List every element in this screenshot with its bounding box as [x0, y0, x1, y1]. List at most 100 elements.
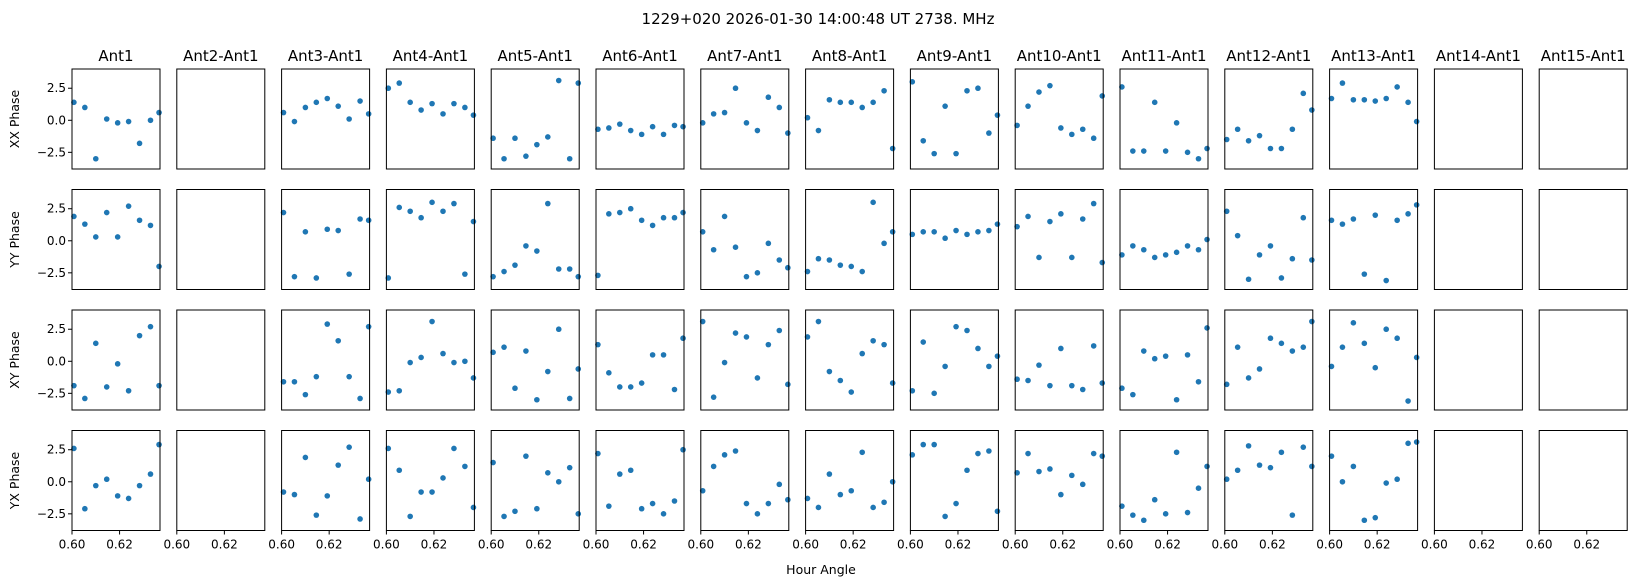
data-point — [440, 475, 446, 481]
data-point — [324, 321, 331, 327]
data-point — [1413, 202, 1420, 208]
data-point — [407, 359, 413, 366]
row-label: YY Phase — [7, 211, 22, 269]
data-point — [462, 271, 468, 277]
data-point — [1300, 444, 1307, 450]
data-point — [1413, 118, 1420, 125]
data-point — [470, 504, 477, 511]
data-point — [575, 366, 582, 372]
data-point — [1394, 476, 1400, 483]
subplot-panel — [1433, 309, 1523, 411]
figure-title: 1229+020 2026-01-30 14:00:48 UT 2738. MH… — [642, 10, 995, 28]
data-point — [1256, 462, 1263, 468]
subplot-panel: 0.60 0.62 — [163, 430, 266, 552]
data-point — [710, 111, 717, 117]
subplot-frame — [1119, 189, 1209, 290]
data-point — [859, 268, 866, 275]
x-tick-label: 0.60 — [268, 538, 295, 552]
data-point — [1278, 145, 1285, 152]
data-point — [606, 503, 612, 509]
data-point — [1383, 480, 1390, 486]
data-point — [953, 500, 959, 507]
x-tick-label: 0.60 — [792, 538, 819, 552]
x-tick-label: 0.60 — [1316, 538, 1343, 552]
data-point — [964, 231, 970, 238]
data-point — [1090, 450, 1097, 457]
data-point — [975, 85, 981, 92]
data-point — [501, 268, 507, 275]
data-point — [418, 107, 424, 113]
subplot-panel: 2.5 0.0 −2.5 — [37, 309, 162, 411]
data-point — [1361, 340, 1368, 347]
subplot-frame — [71, 68, 161, 170]
subplot-frame — [595, 189, 685, 290]
data-point — [1025, 103, 1031, 109]
column-title: Ant1 — [98, 47, 133, 65]
data-point — [1309, 318, 1315, 325]
data-point — [881, 341, 887, 348]
data-point — [953, 323, 959, 330]
data-point — [147, 323, 154, 330]
data-point — [313, 373, 320, 380]
data-point — [324, 493, 331, 499]
x-tick-label: 0.62 — [421, 538, 448, 552]
data-point — [302, 391, 309, 398]
data-point — [1047, 382, 1053, 389]
subplot-panel — [176, 68, 266, 170]
data-point — [964, 467, 970, 474]
data-point — [765, 240, 772, 247]
data-point — [931, 390, 937, 397]
data-point — [313, 275, 320, 281]
data-point — [490, 459, 496, 466]
data-point — [1079, 481, 1086, 488]
data-point — [429, 318, 435, 325]
data-point — [964, 327, 970, 334]
data-point — [743, 273, 750, 280]
data-point — [365, 323, 372, 330]
data-point — [1079, 216, 1086, 222]
y-tick-label: 2.5 — [47, 81, 66, 95]
data-point — [1195, 246, 1202, 253]
subplot-panel — [1223, 309, 1315, 411]
data-point — [136, 217, 143, 224]
subplot-frame — [281, 430, 371, 531]
data-point — [920, 339, 927, 345]
data-point — [147, 222, 154, 229]
y-tick-label: 0.0 — [47, 354, 66, 368]
data-point — [1394, 217, 1400, 224]
data-point — [501, 155, 507, 162]
data-point — [754, 375, 761, 381]
subplot-frame — [176, 430, 266, 531]
panel-grid: Ant1 Ant2-Ant1 Ant3-Ant1 Ant4-Ant1 Ant5-Ant1… — [7, 47, 1628, 552]
data-point — [1413, 354, 1420, 361]
data-point — [385, 85, 392, 92]
data-point — [1140, 517, 1147, 524]
subplot-frame — [1224, 189, 1314, 290]
y-tick-label: −2.5 — [37, 266, 66, 280]
data-point — [335, 227, 342, 234]
data-point — [1339, 80, 1346, 86]
data-point — [136, 332, 143, 339]
data-point — [462, 463, 468, 470]
data-point — [1036, 254, 1042, 261]
data-point — [440, 208, 446, 215]
subplot-frame — [385, 309, 475, 411]
data-point — [125, 387, 132, 394]
subplot-panel: 2.5 0.0 −2.5 0.60 0.62 — [37, 430, 162, 552]
x-tick-label: 0.62 — [945, 538, 972, 552]
data-point — [346, 444, 352, 450]
data-point — [837, 491, 844, 498]
column-title: Ant11-Ant1 — [1121, 47, 1206, 65]
subplot-panel: 0.60 0.62 — [478, 430, 582, 552]
data-point — [1234, 344, 1241, 350]
data-point — [440, 111, 446, 117]
data-point — [302, 229, 309, 235]
data-point — [1394, 84, 1400, 90]
y-tick-label: 2.5 — [47, 202, 66, 216]
subplot-panel — [1014, 309, 1106, 411]
data-point — [82, 505, 88, 512]
data-point — [660, 214, 667, 221]
data-point — [462, 104, 468, 111]
x-tick-label: 0.62 — [1573, 538, 1600, 552]
subplot-panel — [1014, 189, 1106, 290]
